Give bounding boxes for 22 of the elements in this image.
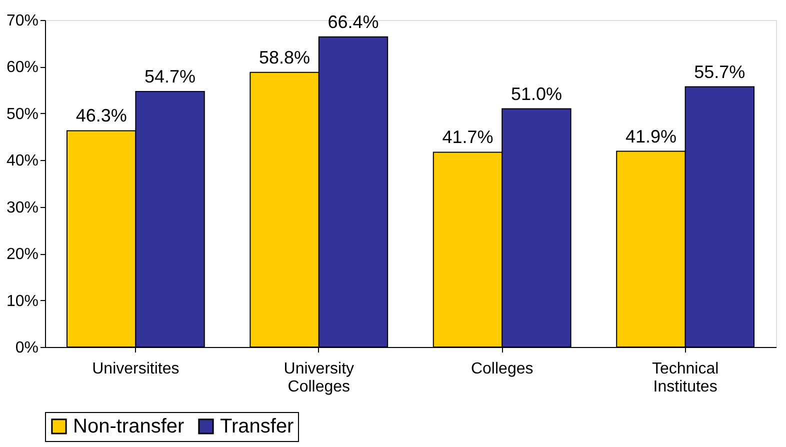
y-tick-label: 70% [6, 12, 38, 30]
data-label: 54.7% [144, 66, 196, 86]
data-label: 58.8% [259, 47, 310, 68]
data-label: 46.3% [76, 106, 127, 126]
y-tick-label: 40% [6, 152, 38, 170]
data-label: 55.7% [694, 62, 746, 82]
x-tick-label: University Colleges [284, 360, 354, 396]
y-tick-label: 60% [6, 59, 38, 76]
data-label: 41.7% [442, 127, 494, 148]
y-tick-label: 30% [6, 199, 38, 216]
y-tick-label: 20% [6, 246, 38, 264]
legend-label: Non-transfer [73, 415, 184, 438]
data-label: 41.9% [625, 126, 676, 146]
x-tick-label: Universitites [92, 360, 180, 378]
y-tick-label: 50% [6, 106, 38, 123]
y-tick-label: 10% [6, 292, 38, 310]
x-tick-label: Colleges [470, 360, 534, 378]
data-label: 51.0% [510, 84, 562, 104]
data-label: 66.4% [328, 12, 379, 32]
x-tick-label: Technical Institutes [652, 360, 719, 396]
y-tick-label: 0% [15, 340, 38, 356]
legend-label: Transfer [220, 415, 294, 438]
